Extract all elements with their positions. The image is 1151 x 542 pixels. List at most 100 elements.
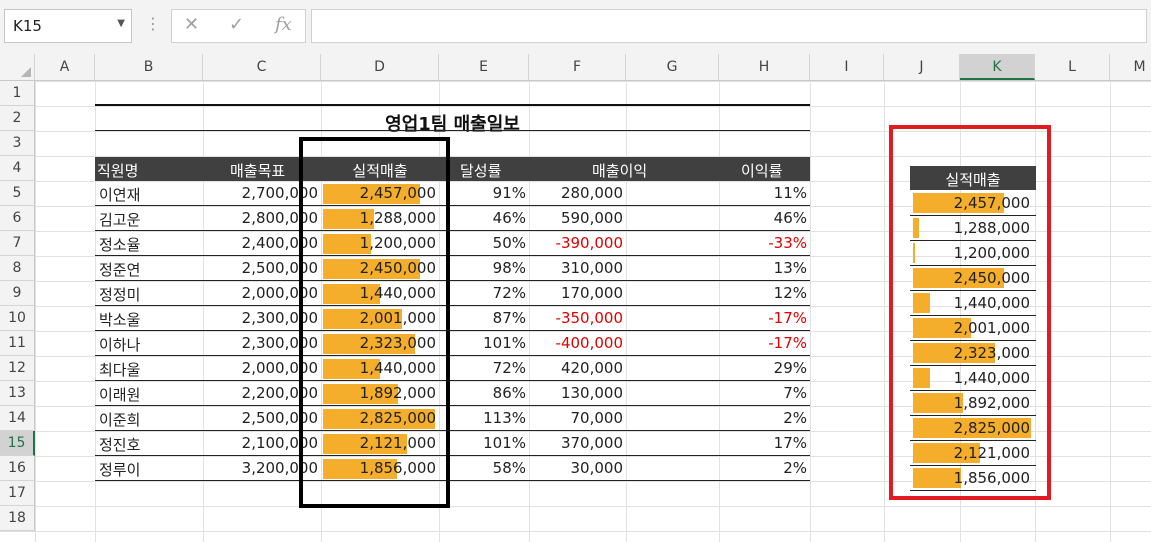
column-header-c[interactable]: C [203, 54, 321, 80]
row-header-10[interactable]: 10 [0, 306, 35, 331]
column-header-i[interactable]: I [810, 54, 884, 80]
row-border [95, 455, 810, 456]
column-heading-rate: 달성률 [460, 162, 502, 180]
sales-target: 2,100,000 [241, 434, 318, 452]
side-data-bar [913, 268, 1004, 288]
column-header-d[interactable]: D [321, 54, 439, 80]
row-header-7[interactable]: 7 [0, 231, 35, 256]
side-row-border [910, 365, 1036, 366]
gridline [0, 456, 1151, 457]
profit: 590,000 [560, 209, 623, 227]
gridline [0, 381, 1151, 382]
row-border [95, 305, 810, 306]
profit: 420,000 [560, 359, 623, 377]
name-box[interactable]: K15 ▼ [4, 9, 132, 43]
gridline [0, 306, 1151, 307]
column-header-m[interactable]: M [1110, 54, 1151, 80]
side-data-bar [913, 218, 920, 238]
row-border [95, 480, 810, 481]
side-actual-sales: 2,450,000 [953, 269, 1030, 287]
side-row-border [910, 215, 1036, 216]
achievement-rate: 113% [483, 409, 526, 427]
actual-sales: 1,440,000 [359, 284, 436, 302]
row-header-14[interactable]: 14 [0, 406, 35, 431]
column-header-a[interactable]: A [35, 54, 95, 80]
actual-sales: 1,856,000 [359, 459, 436, 477]
row-header-15[interactable]: 15 [0, 431, 35, 456]
title-rule-top [95, 104, 810, 106]
gridline [0, 206, 1151, 207]
column-header-b[interactable]: B [95, 54, 203, 80]
row-header-4[interactable]: 4 [0, 156, 35, 181]
gridline [0, 106, 1151, 107]
profit: -400,000 [555, 334, 623, 352]
profit-margin: 17% [773, 434, 807, 452]
data-bar [323, 359, 381, 379]
side-actual-sales: 1,288,000 [953, 219, 1030, 237]
sales-target: 2,700,000 [241, 184, 318, 202]
side-actual-sales: 1,440,000 [953, 369, 1030, 387]
column-heading-actual: 실적매출 [352, 162, 408, 180]
row-border [95, 255, 810, 256]
column-header-h[interactable]: H [719, 54, 810, 80]
gridline [0, 281, 1151, 282]
column-header-e[interactable]: E [439, 54, 529, 80]
more-options-icon[interactable]: ⋮ [145, 14, 161, 33]
side-row-border [910, 390, 1036, 391]
row-header-11[interactable]: 11 [0, 331, 35, 356]
achievement-rate: 58% [492, 459, 526, 477]
name-box-value: K15 [13, 17, 42, 35]
row-header-16[interactable]: 16 [0, 456, 35, 481]
achievement-rate: 46% [492, 209, 526, 227]
row-border [95, 355, 810, 356]
insert-function-icon[interactable]: fx [275, 14, 292, 35]
row-header-18[interactable]: 18 [0, 506, 35, 531]
employee-name: 최다울 [99, 361, 141, 379]
select-all-corner[interactable] [0, 54, 35, 80]
row-header-12[interactable]: 12 [0, 356, 35, 381]
gridline [95, 54, 96, 542]
column-header-k[interactable]: K [960, 54, 1035, 80]
row-header-13[interactable]: 13 [0, 381, 35, 406]
row-header-5[interactable]: 5 [0, 181, 35, 206]
cancel-icon[interactable]: ✕ [184, 14, 200, 35]
gridline [1035, 54, 1036, 542]
employee-name: 박소울 [99, 311, 141, 329]
employee-name: 정진호 [99, 436, 141, 454]
employee-name: 이준희 [99, 411, 141, 429]
column-header-f[interactable]: F [529, 54, 626, 80]
side-data-bar [913, 418, 1031, 438]
sales-target: 2,000,000 [241, 284, 318, 302]
row-header-1[interactable]: 1 [0, 81, 35, 106]
gridline [1110, 54, 1111, 542]
chevron-down-icon[interactable]: ▼ [117, 18, 125, 29]
actual-sales: 1,288,000 [359, 209, 436, 227]
row-header-6[interactable]: 6 [0, 206, 35, 231]
side-actual-sales: 2,457,000 [953, 194, 1030, 212]
achievement-rate: 87% [492, 309, 526, 327]
column-header-l[interactable]: L [1035, 54, 1110, 80]
profit-margin: 29% [773, 359, 807, 377]
data-bar [323, 209, 375, 229]
column-header-g[interactable]: G [626, 54, 719, 80]
row-header-2[interactable]: 2 [0, 106, 35, 131]
employee-name: 김고운 [99, 211, 141, 229]
row-header-3[interactable]: 3 [0, 131, 35, 156]
title-rule-bottom [95, 130, 810, 131]
side-actual-sales: 2,825,000 [953, 419, 1030, 437]
profit: 280,000 [560, 184, 623, 202]
row-header-17[interactable]: 17 [0, 481, 35, 506]
enter-icon[interactable]: ✓ [229, 14, 245, 35]
column-header-j[interactable]: J [884, 54, 960, 80]
formula-input[interactable] [311, 9, 1147, 43]
side-row-border [910, 290, 1036, 291]
gridline [321, 54, 322, 542]
row-header-8[interactable]: 8 [0, 256, 35, 281]
row-header-9[interactable]: 9 [0, 281, 35, 306]
column-heading-profit: 매출이익 [592, 162, 648, 180]
side-row-border [910, 415, 1036, 416]
sales-target: 2,300,000 [241, 309, 318, 327]
achievement-rate: 101% [483, 434, 526, 452]
employee-name: 정루이 [99, 461, 141, 479]
